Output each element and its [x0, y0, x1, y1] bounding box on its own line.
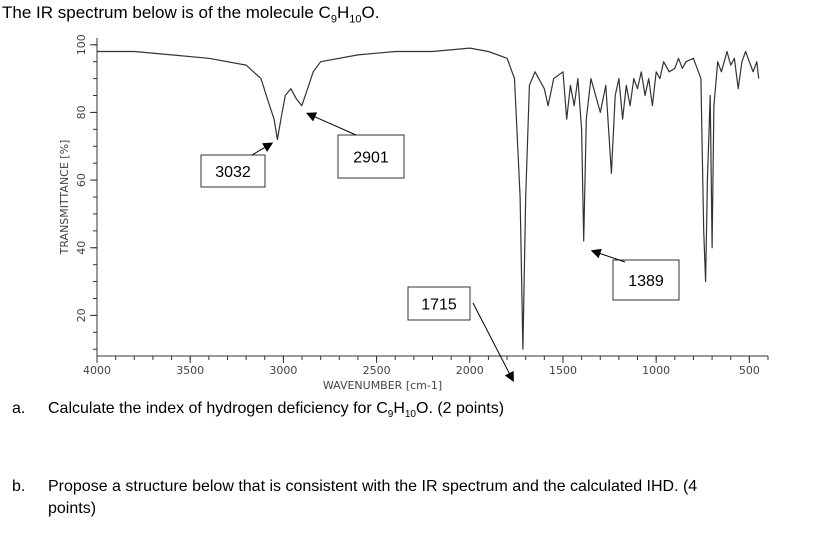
peak-arrow-3032	[251, 142, 274, 156]
part-a-question: a. Calculate the index of hydrogen defici…	[12, 400, 505, 421]
y-tick-label: 100	[75, 34, 88, 55]
question-intro: The IR spectrum below is of the molecule…	[2, 3, 380, 26]
peak-label-text: 3032	[215, 164, 251, 181]
axes: 4000 3500 3000 2500 2000 1500 1000 500 20 40 60 80 1…	[58, 34, 769, 392]
peak-label-box	[612, 259, 680, 301]
peak-arrow-1389	[590, 248, 626, 263]
peak-annotations: 3032 2901 1715 1389	[200, 112, 680, 383]
x-tick-label: 1500	[549, 364, 577, 377]
x-axis-title: WAVENUMBER [cm-1]	[323, 379, 442, 392]
peak-label-2901: 2901	[337, 134, 405, 179]
x-tick-label: 1000	[642, 364, 670, 377]
peak-label-text: 1715	[421, 297, 457, 314]
spectrum-line	[97, 47, 760, 350]
x-tick-label: 3500	[176, 364, 204, 377]
y-tick-label: 60	[75, 173, 88, 187]
y-tick-label: 20	[75, 308, 88, 322]
peak-label-text: 1389	[628, 273, 664, 290]
peak-label-box	[407, 286, 471, 321]
x-tick-label: 2000	[456, 364, 484, 377]
x-tick-label: 2500	[363, 364, 391, 377]
ir-spectrum-chart: 4000 3500 3000 2500 2000 1500 1000 500 20 40 60 80 1…	[58, 34, 769, 392]
peak-arrow-1715	[472, 302, 514, 383]
peak-label-1389: 1389	[612, 259, 680, 301]
spectrum-series	[97, 47, 760, 350]
part-b-question: b. Propose a structure below that is cons…	[12, 478, 698, 495]
y-axis-title: TRANSMITTANCE [%]	[58, 140, 71, 256]
part-b-question-continued: points)	[48, 500, 97, 517]
y-tick-label: 80	[75, 105, 88, 119]
x-tick-label: 500	[739, 364, 760, 377]
peak-label-box	[337, 134, 405, 179]
peak-label-1715: 1715	[407, 286, 471, 321]
y-tick-label: 40	[75, 241, 88, 255]
peak-label-text: 2901	[353, 150, 389, 167]
x-tick-label: 3000	[269, 364, 297, 377]
peak-arrow-2901	[306, 112, 357, 136]
peak-label-3032: 3032	[200, 154, 266, 188]
x-tick-label: 4000	[83, 364, 111, 377]
peak-label-box	[200, 154, 266, 188]
